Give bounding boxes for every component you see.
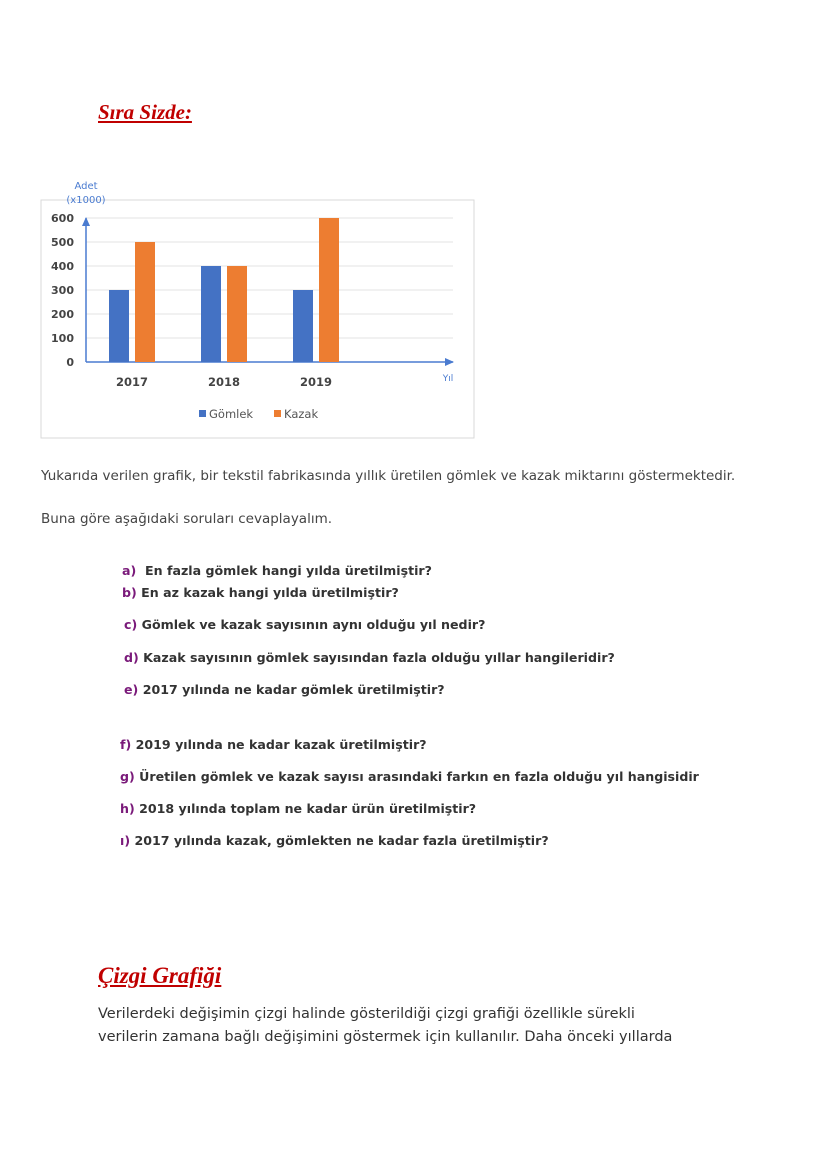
question-letter: a) <box>122 563 137 578</box>
y-tick-label: 500 <box>51 236 74 249</box>
legend-label: Kazak <box>284 407 318 421</box>
intro-text: Yukarıda verilen grafik, bir tekstil fab… <box>41 468 736 484</box>
bar-chart: 0 100 200 300 400 500 600 Adet (x1000) Yıl 2017 201… <box>40 181 475 439</box>
question-letter: ı) <box>120 833 131 848</box>
question-letter: g) <box>120 769 135 784</box>
y-tick-label: 200 <box>51 308 74 321</box>
bar-kazak-2019 <box>319 218 339 362</box>
question-text: 2019 yılında ne kadar kazak üretilmiştir… <box>131 737 427 752</box>
question-letter: d) <box>124 650 139 665</box>
question-text: Üretilen gömlek ve kazak sayısı arasında… <box>134 769 699 784</box>
y-axis-label: (x1000) <box>66 195 105 206</box>
question-item: h) 2018 yılında toplam ne kadar ürün üre… <box>120 801 476 816</box>
question-item: ı) 2017 yılında kazak, gömlekten ne kada… <box>120 833 549 848</box>
x-axis-label: Yıl <box>442 374 454 384</box>
x-axis-arrow-icon <box>445 358 454 366</box>
question-letter: f) <box>120 737 132 752</box>
y-tick-label: 0 <box>66 356 74 369</box>
question-letter: h) <box>120 801 135 816</box>
bar-kazak-2018 <box>227 266 247 362</box>
body-text: verilerin zamana bağlı değişimini göster… <box>98 1029 673 1045</box>
x-tick-label: 2018 <box>208 375 240 389</box>
question-letter: b) <box>122 585 137 600</box>
question-item: f) 2019 yılında ne kadar kazak üretilmiş… <box>120 737 427 752</box>
bar-kazak-2017 <box>135 242 155 362</box>
x-tick-label: 2017 <box>116 375 148 389</box>
legend-swatch <box>199 410 206 417</box>
intro-text: Buna göre aşağıdaki soruları cevaplayalı… <box>41 511 333 527</box>
y-tick-label: 400 <box>51 260 74 273</box>
heading-cizgi-grafigi: Çizgi Grafiği <box>98 963 222 988</box>
question-item: b) En az kazak hangi yılda üretilmiştir? <box>122 585 399 600</box>
y-tick-label: 600 <box>51 212 74 225</box>
question-text: 2017 yılında ne kadar gömlek üretilmişti… <box>138 682 445 697</box>
bar-gömlek-2018 <box>201 266 221 362</box>
y-axis-arrow-icon <box>82 217 90 226</box>
question-text: 2017 yılında kazak, gömlekten ne kadar f… <box>130 833 549 848</box>
question-item: e) 2017 yılında ne kadar gömlek üretilmi… <box>124 682 445 697</box>
question-letter: c) <box>124 617 138 632</box>
question-text: 2018 yılında toplam ne kadar ürün üretil… <box>134 801 477 816</box>
question-text: En fazla gömlek hangi yılda üretilmiştir… <box>136 563 432 578</box>
question-item: c) Gömlek ve kazak sayısının aynı olduğu… <box>124 617 485 632</box>
legend-swatch <box>274 410 281 417</box>
question-text: Kazak sayısının gömlek sayısından fazla … <box>138 650 615 665</box>
legend-label: Gömlek <box>209 407 253 421</box>
question-letter: e) <box>124 682 139 697</box>
heading-sira-sizde: Sıra Sizde: <box>98 100 192 124</box>
bar-gömlek-2017 <box>109 290 129 362</box>
question-text: En az kazak hangi yılda üretilmiştir? <box>136 585 399 600</box>
y-tick-label: 100 <box>51 332 74 345</box>
body-text: Verilerdeki değişimin çizgi halinde göst… <box>98 1006 635 1022</box>
bar-gömlek-2019 <box>293 290 313 362</box>
y-tick-label: 300 <box>51 284 74 297</box>
question-item: d) Kazak sayısının gömlek sayısından faz… <box>124 650 615 665</box>
question-item: g) Üretilen gömlek ve kazak sayısı arası… <box>120 769 699 784</box>
question-text: Gömlek ve kazak sayısının aynı olduğu yı… <box>137 617 486 632</box>
x-tick-label: 2019 <box>300 375 332 389</box>
question-item: a) En fazla gömlek hangi yılda üretilmiş… <box>122 563 432 578</box>
chart-frame <box>40 199 475 439</box>
y-axis-label: Adet <box>74 181 97 192</box>
